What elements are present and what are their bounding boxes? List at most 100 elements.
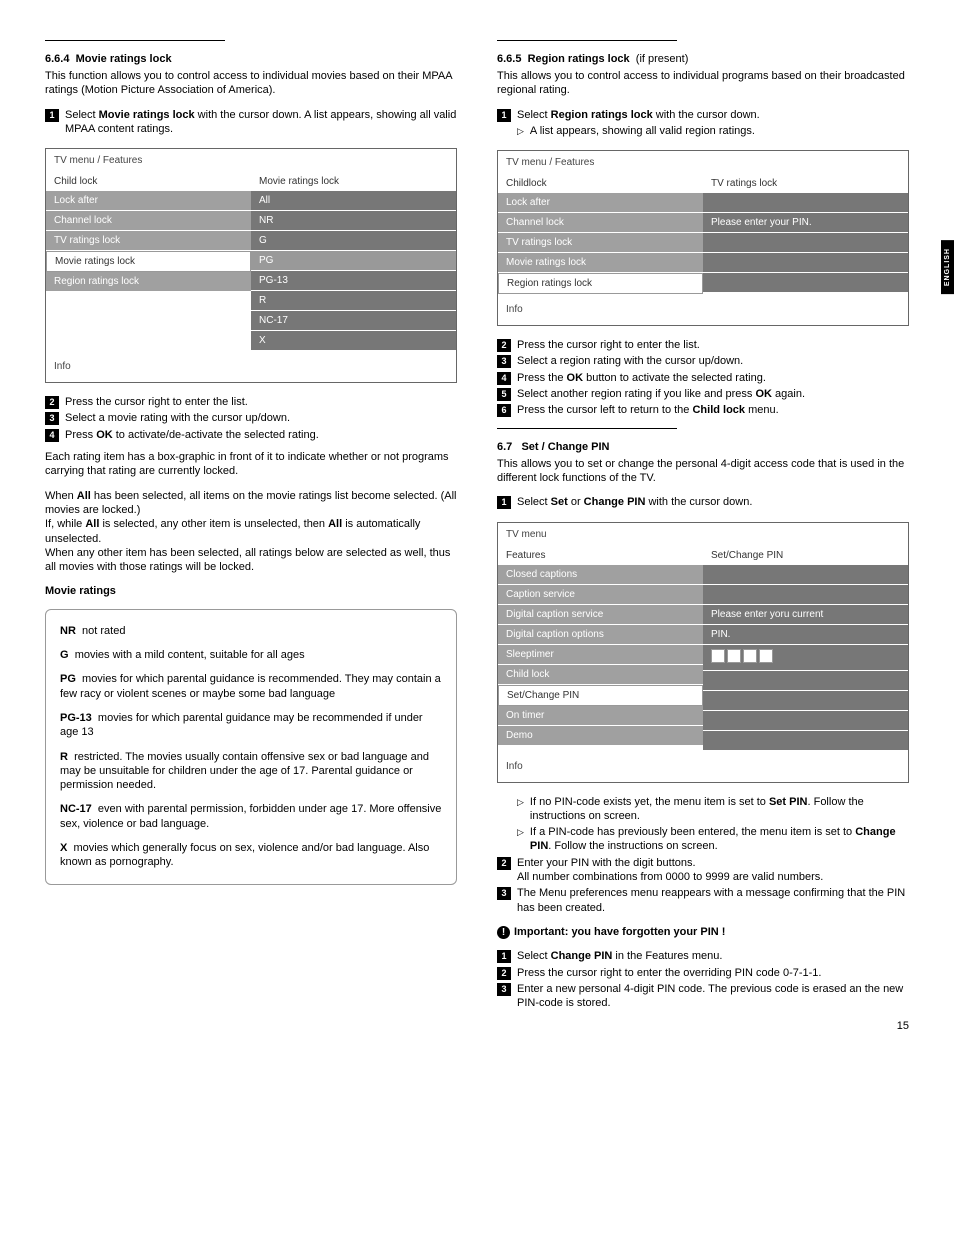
menu-info: Info	[498, 751, 908, 782]
menu-item: Caption service	[498, 585, 703, 605]
step: 5Select another region rating if you lik…	[497, 387, 909, 401]
menu-item: All	[251, 191, 456, 211]
menu-item: Sleeptimer	[498, 645, 703, 665]
step-number-icon: 2	[497, 339, 511, 352]
menu-item: NR	[251, 211, 456, 231]
paragraph: If, while All is selected, any other ite…	[45, 517, 457, 546]
section-desc: This allows you to control access to ind…	[497, 69, 909, 98]
important-heading: !Important: you have forgotten your PIN …	[497, 925, 909, 939]
step-number-icon: 3	[497, 355, 511, 368]
paragraph: When any other item has been selected, a…	[45, 546, 457, 575]
menu-item	[703, 691, 908, 711]
menu-item: PG-13	[251, 271, 456, 291]
menu-item: Digital caption service	[498, 605, 703, 625]
menu-item: Closed captions	[498, 565, 703, 585]
step: 3Enter a new personal 4-digit PIN code. …	[497, 982, 909, 1011]
tv-menu-screenshot: TV menu / Features Child lock Movie rati…	[45, 148, 457, 383]
page-number: 15	[897, 1020, 909, 1032]
menu-info: Info	[46, 351, 456, 382]
menu-title: TV menu / Features	[46, 149, 456, 172]
menu-title: TV menu / Features	[498, 151, 908, 174]
menu-item	[703, 711, 908, 731]
menu-item-pin-boxes	[703, 645, 908, 671]
menu-col-header: Set/Change PIN	[703, 546, 908, 565]
menu-info: Info	[498, 294, 908, 325]
tv-menu-screenshot: TV menu / Features Childlock TV ratings …	[497, 150, 909, 326]
step-number-icon: 1	[497, 950, 511, 963]
triangle-icon: ▷	[517, 827, 524, 839]
rating-def: X movies which generally focus on sex, v…	[60, 841, 442, 870]
step: 3Select a movie rating with the cursor u…	[45, 411, 457, 425]
step: 2Enter your PIN with the digit buttons.A…	[497, 856, 909, 885]
step-number-icon: 6	[497, 404, 511, 417]
menu-col-header: Childlock	[498, 174, 703, 193]
step-number-icon: 4	[497, 372, 511, 385]
menu-item	[703, 565, 908, 585]
menu-item: PIN.	[703, 625, 908, 645]
sub-bullet: ▷If no PIN-code exists yet, the menu ite…	[517, 795, 909, 824]
menu-item: Region ratings lock	[46, 272, 251, 292]
section-desc: This function allows you to control acce…	[45, 69, 457, 98]
menu-col-header: TV ratings lock	[703, 174, 908, 193]
step-number-icon: 1	[497, 109, 511, 122]
menu-item	[703, 233, 908, 253]
info-icon: !	[497, 926, 510, 939]
step: 4Press OK to activate/de-activate the se…	[45, 428, 457, 442]
paragraph: When All has been selected, all items on…	[45, 489, 457, 518]
step-number-icon: 3	[45, 412, 59, 425]
menu-item: Lock after	[46, 191, 251, 211]
menu-col-header: Child lock	[46, 172, 251, 191]
ratings-heading: Movie ratings	[45, 584, 457, 598]
menu-item	[703, 193, 908, 213]
divider	[45, 40, 225, 41]
menu-item: Please enter your PIN.	[703, 213, 908, 233]
menu-item: Movie ratings lock	[498, 253, 703, 273]
step: 1Select Region ratings lock with the cur…	[497, 108, 909, 122]
menu-item-selected: Region ratings lock	[498, 273, 703, 294]
section-heading-665: 6.6.5 Region ratings lock (if present)	[497, 53, 909, 65]
sub-bullet: ▷A list appears, showing all valid regio…	[517, 124, 909, 138]
rating-def: NC-17 even with parental permission, for…	[60, 802, 442, 831]
step: 6Press the cursor left to return to the …	[497, 403, 909, 417]
menu-item: On timer	[498, 706, 703, 726]
menu-item: Digital caption options	[498, 625, 703, 645]
step-number-icon: 1	[497, 496, 511, 509]
menu-item	[703, 731, 908, 751]
menu-item: Channel lock	[46, 211, 251, 231]
step-number-icon: 5	[497, 388, 511, 401]
sub-bullet: ▷If a PIN-code has previously been enter…	[517, 825, 909, 854]
triangle-icon: ▷	[517, 797, 524, 809]
menu-item	[703, 253, 908, 273]
rating-def: R restricted. The movies usually contain…	[60, 750, 442, 793]
triangle-icon: ▷	[517, 126, 524, 138]
menu-item: TV ratings lock	[498, 233, 703, 253]
menu-item: NC-17	[251, 311, 456, 331]
menu-item: Lock after	[498, 193, 703, 213]
rating-def: G movies with a mild content, suitable f…	[60, 648, 442, 662]
menu-item	[703, 273, 908, 293]
menu-col-header: Movie ratings lock	[251, 172, 456, 191]
menu-item-selected: Movie ratings lock	[46, 251, 251, 272]
menu-item: G	[251, 231, 456, 251]
step-number-icon: 3	[497, 983, 511, 996]
rating-def: PG-13 movies for which parental guidance…	[60, 711, 442, 740]
menu-item: Channel lock	[498, 213, 703, 233]
menu-item-selected: Set/Change PIN	[498, 685, 703, 706]
menu-item	[703, 585, 908, 605]
step: 4Press the OK button to activate the sel…	[497, 371, 909, 385]
section-desc: This allows you to set or change the per…	[497, 457, 909, 486]
step: 1 Select Movie ratings lock with the cur…	[45, 108, 457, 137]
menu-item: X	[251, 331, 456, 351]
step: 3Select a region rating with the cursor …	[497, 354, 909, 368]
menu-item: Demo	[498, 726, 703, 746]
language-tab: ENGLISH	[941, 240, 954, 294]
ratings-definitions-box: NR not rated G movies with a mild conten…	[45, 609, 457, 885]
section-heading-664: 6.6.4 Movie ratings lock	[45, 53, 457, 65]
divider	[497, 428, 677, 429]
menu-title: TV menu	[498, 523, 908, 546]
step: 1Select Set or Change PIN with the curso…	[497, 495, 909, 509]
rating-def: NR not rated	[60, 624, 442, 638]
step: 2Press the cursor right to enter the ove…	[497, 966, 909, 980]
rating-def: PG movies for which parental guidance is…	[60, 672, 442, 701]
step-number-icon: 4	[45, 429, 59, 442]
